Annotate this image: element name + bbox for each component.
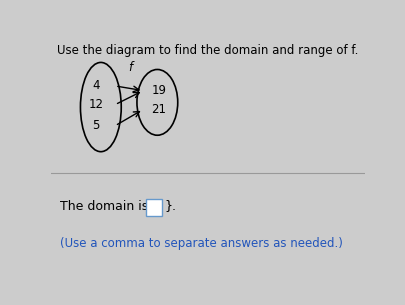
- Text: 21: 21: [151, 103, 166, 116]
- Text: 19: 19: [151, 84, 166, 97]
- Text: The domain is {: The domain is {: [60, 199, 160, 212]
- Text: (Use a comma to separate answers as needed.): (Use a comma to separate answers as need…: [60, 237, 343, 250]
- Text: 12: 12: [89, 98, 104, 111]
- Text: 4: 4: [92, 79, 100, 92]
- Text: 5: 5: [92, 119, 100, 132]
- FancyBboxPatch shape: [146, 199, 162, 216]
- Text: }.: }.: [164, 199, 177, 212]
- Text: f: f: [129, 61, 133, 74]
- Text: Use the diagram to find the domain and range of f.: Use the diagram to find the domain and r…: [57, 44, 358, 57]
